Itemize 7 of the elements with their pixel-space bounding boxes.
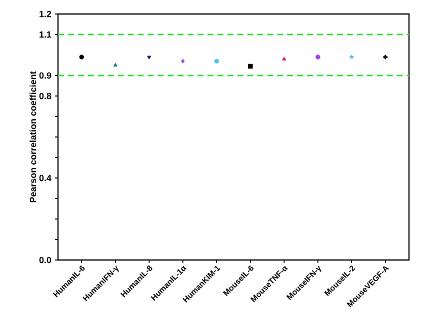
y-tick-label: 0.9 — [39, 72, 52, 79]
y-axis-title: Pearson correlation coefficient — [30, 71, 36, 202]
y-tick-label: 0.8 — [39, 92, 52, 100]
y-tick-label: 0.4 — [39, 174, 52, 182]
y-tick-label: 1.1 — [40, 31, 52, 38]
y-tick-label: 1.2 — [40, 10, 52, 18]
y-tick-label: 0.0 — [39, 256, 52, 264]
